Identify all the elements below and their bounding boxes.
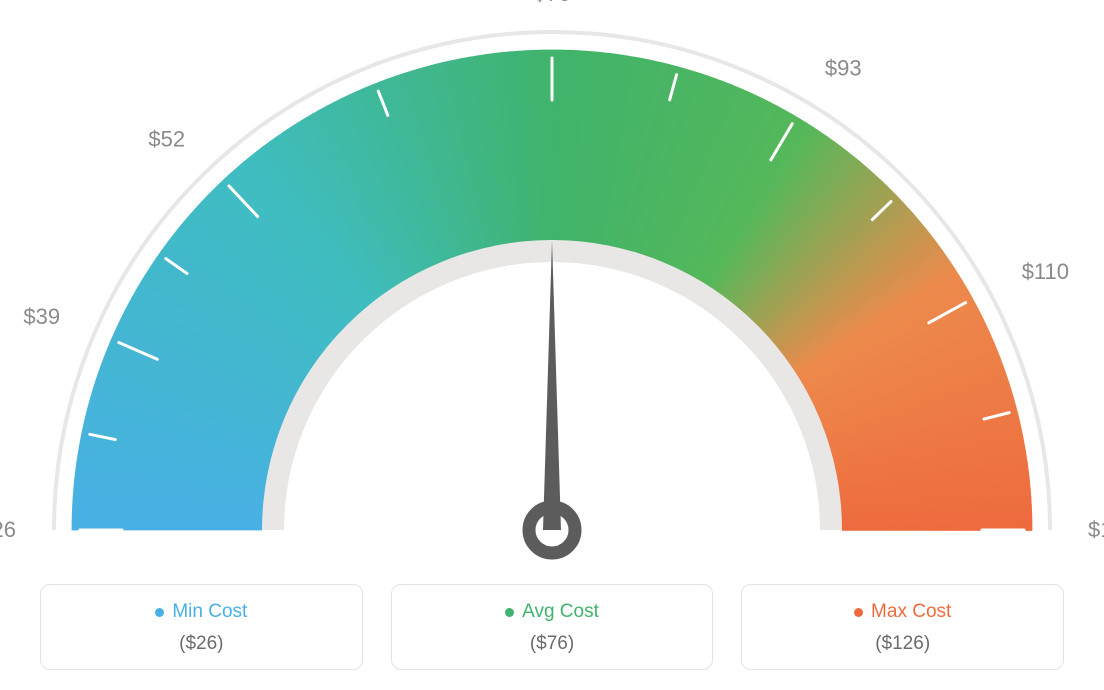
svg-text:$52: $52: [148, 126, 185, 151]
svg-text:$26: $26: [0, 517, 16, 542]
svg-text:$76: $76: [534, 0, 571, 6]
svg-text:$93: $93: [825, 56, 862, 81]
legend-value: ($26): [51, 633, 352, 655]
legend-card-max: Max Cost ($126): [741, 584, 1064, 670]
legend-card-min: Min Cost ($26): [40, 584, 363, 670]
legend-value: ($76): [402, 633, 703, 655]
svg-text:$110: $110: [1022, 259, 1069, 284]
dot-icon: [854, 608, 863, 617]
dot-icon: [505, 608, 514, 617]
legend-title-min: Min Cost: [155, 601, 247, 623]
legend-row: Min Cost ($26) Avg Cost ($76) Max Cost (…: [40, 584, 1064, 670]
svg-text:$39: $39: [23, 304, 60, 329]
legend-title-max: Max Cost: [854, 601, 951, 623]
legend-label: Max Cost: [871, 601, 951, 623]
legend-value: ($126): [752, 633, 1053, 655]
dot-icon: [155, 608, 164, 617]
legend-card-avg: Avg Cost ($76): [391, 584, 714, 670]
legend-label: Avg Cost: [522, 601, 599, 623]
svg-text:$126: $126: [1088, 517, 1104, 542]
gauge-chart: $26 $39 $52 $76 $93 $110 $126: [0, 0, 1104, 560]
gauge-svg: $26 $39 $52 $76 $93 $110 $126: [0, 0, 1104, 560]
legend-title-avg: Avg Cost: [505, 601, 599, 623]
legend-label: Min Cost: [172, 601, 247, 623]
